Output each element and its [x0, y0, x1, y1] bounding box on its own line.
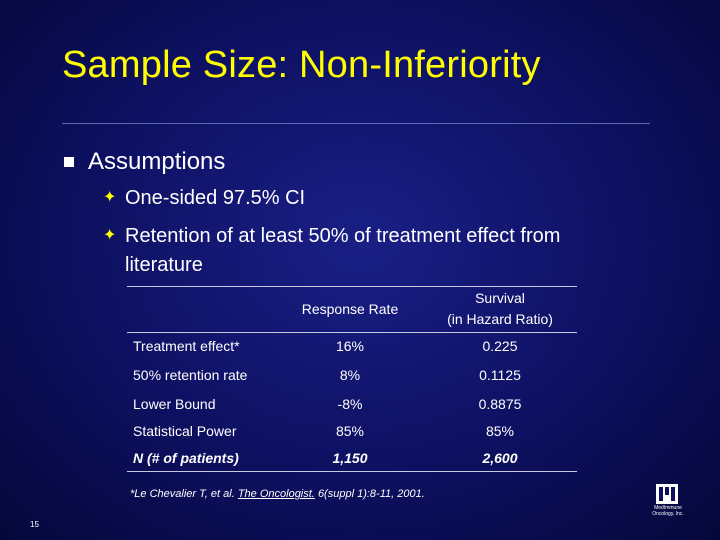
row-response: 16%: [335, 338, 365, 354]
row-label: Statistical Power: [133, 423, 237, 439]
row-survival: 85%: [485, 423, 515, 439]
table-top-rule: [127, 286, 577, 287]
row-response: 85%: [335, 423, 365, 439]
logo-line2: Oncology, Inc.: [652, 511, 684, 517]
footnote-journal: The Oncologist.: [237, 488, 315, 500]
table-bottom-rule: [127, 471, 577, 472]
footnote: *Le Chevalier T, et al. The Oncologist. …: [130, 488, 425, 500]
row-survival: 2,600: [482, 450, 518, 466]
header-survival-unit: (in Hazard Ratio): [447, 311, 553, 327]
bullet-label: Assumptions: [88, 148, 226, 175]
title-divider: [62, 123, 650, 124]
medimmune-logo-icon: [656, 484, 678, 504]
sub-bullet-label: One-sided 97.5% CI: [125, 187, 306, 209]
table-header-rule: [127, 332, 577, 333]
row-survival: 0.225: [482, 338, 518, 354]
header-survival: Survival: [475, 290, 525, 306]
sub-bullet-label: Retention of at least 50% of treatment e…: [125, 225, 561, 247]
sub-bullet-continuation: literature: [125, 254, 203, 276]
slide-title: Sample Size: Non-Inferiority: [62, 44, 541, 86]
row-label: Treatment effect*: [133, 338, 240, 354]
logo-text: MedImmune Oncology, Inc.: [648, 505, 688, 517]
logo-line1: MedImmune: [654, 505, 682, 511]
row-label: Lower Bound: [133, 396, 216, 412]
sparkle-bullet-icon: ✦: [103, 227, 117, 244]
row-survival: 0.1125: [479, 367, 521, 383]
row-label: 50% retention rate: [133, 367, 248, 383]
sparkle-bullet-icon: ✦: [103, 189, 117, 206]
footnote-suffix: 6(suppl 1):8-11, 2001.: [317, 488, 425, 500]
row-survival: 0.8875: [478, 396, 522, 412]
row-label: N (# of patients): [133, 450, 239, 466]
row-response: 8%: [339, 367, 361, 383]
footnote-prefix: *Le Chevalier T, et al.: [130, 488, 235, 500]
square-bullet-icon: [64, 157, 74, 167]
row-response: 1,150: [332, 450, 368, 466]
page-number: 15: [30, 520, 39, 529]
row-response: -8%: [337, 396, 363, 412]
medimmune-logo: MedImmune Oncology, Inc.: [648, 484, 708, 524]
header-response-rate: Response Rate: [301, 301, 399, 317]
